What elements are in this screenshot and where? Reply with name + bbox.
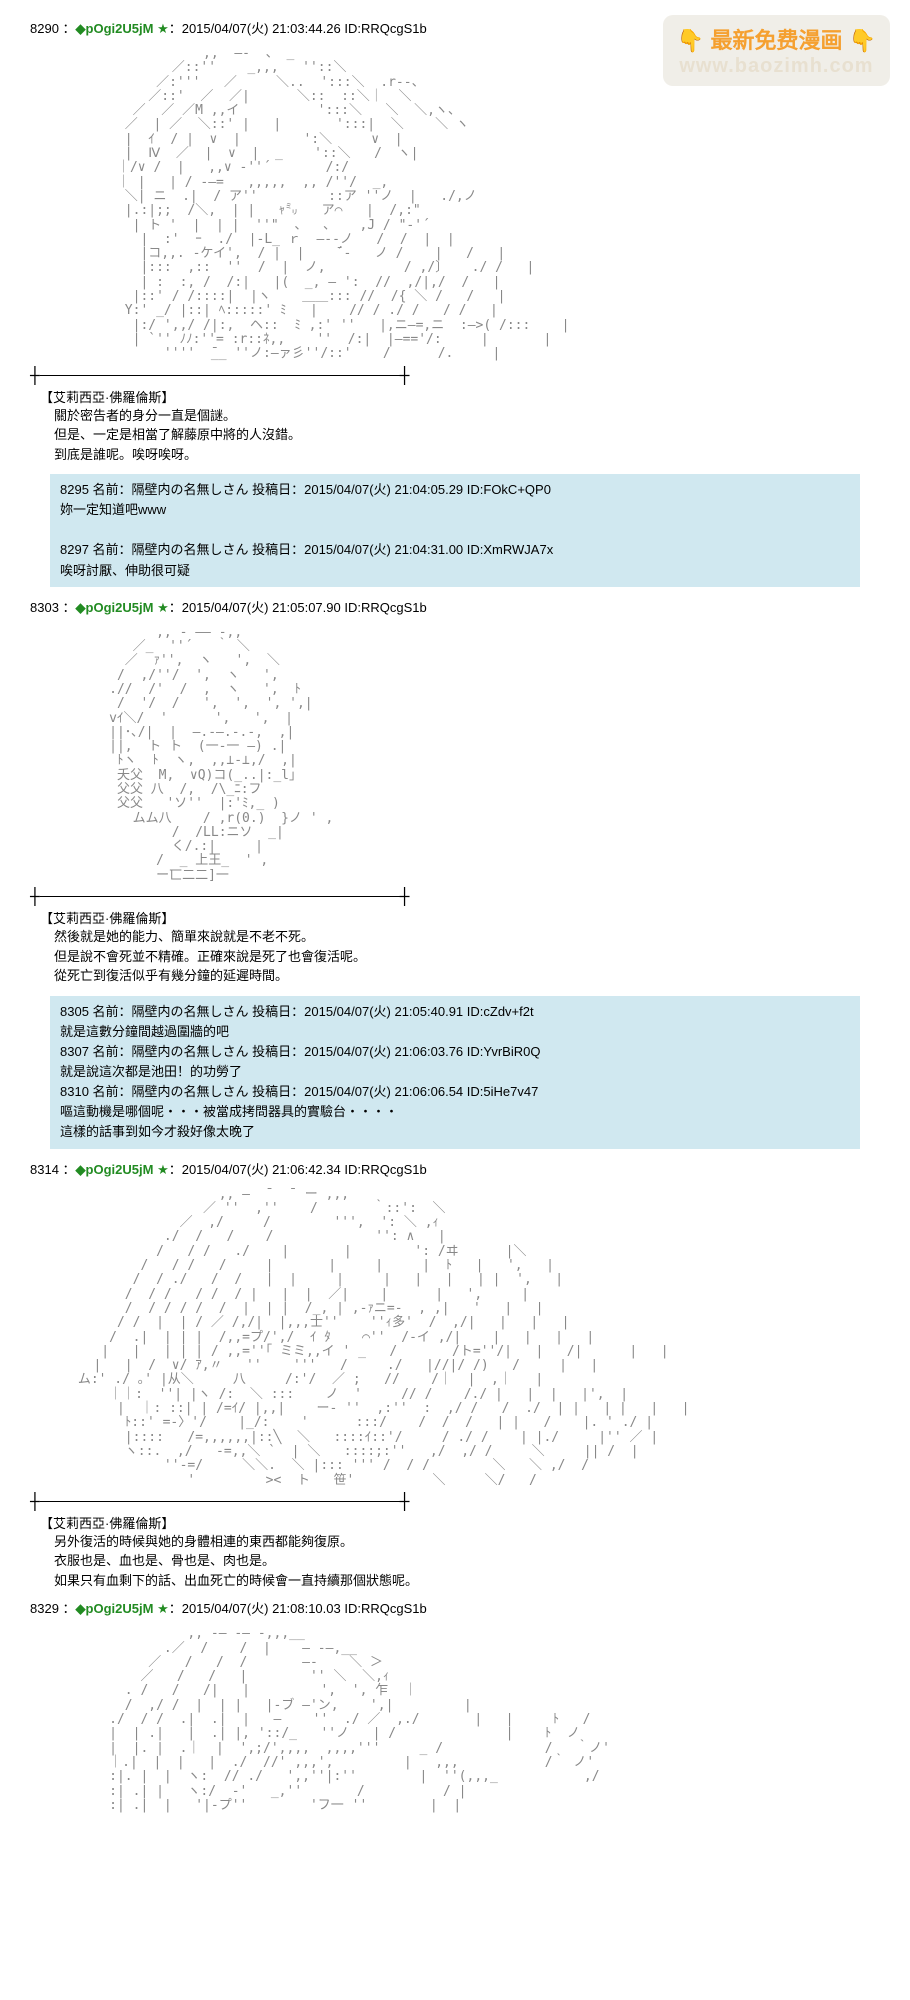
dialogue-line: 然後就是她的能力、簡單來說就是不老不死。: [54, 927, 880, 947]
watermark-text1: 最新免费漫画: [710, 28, 842, 53]
watermark-line1: 👇 最新免费漫画 👇: [677, 23, 876, 55]
post-number: 8329: [30, 1601, 59, 1616]
divider: ┼┼: [30, 887, 880, 906]
post-time: 21:05:07.90: [272, 600, 344, 615]
dialogue-line: 衣服也是、血也是、骨也是、肉也是。: [54, 1551, 880, 1571]
post-date: ：2015/04/07(火): [169, 21, 272, 36]
post-id: ID:RRQcgS1b: [344, 1601, 426, 1616]
separator: ：: [59, 1601, 76, 1616]
star-icon: ★: [157, 21, 169, 36]
post-time: 21:03:44.26: [272, 21, 344, 36]
post-header: 8329 ：◆pOgi2U5jM ★：2015/04/07(火) 21:08:1…: [30, 1598, 880, 1617]
dialogue-line: 但是說不會死並不精確。正確來說是死了也會復活呢。: [54, 947, 880, 967]
star-icon: ★: [157, 600, 169, 615]
reply-body: 嘔這動機是哪個呢・・・被當成拷問器具的實驗台・・・・這樣的話事到如今才殺好像太晚…: [60, 1102, 850, 1142]
post-id: ID:RRQcgS1b: [344, 21, 426, 36]
reply-header: 8310 名前：隔壁内の名無しさん 投稿日：2015/04/07(火) 21:0…: [60, 1082, 850, 1102]
trip-code: ◆pOgi2U5jM: [76, 1601, 158, 1616]
reply-header: 8295 名前：隔壁内の名無しさん 投稿日：2015/04/07(火) 21:0…: [60, 480, 850, 500]
trip-code: ◆pOgi2U5jM: [76, 1162, 158, 1177]
divider: ┼┼: [30, 366, 880, 385]
post-date: ：2015/04/07(火): [169, 600, 272, 615]
divider: ┼┼: [30, 1492, 880, 1511]
posts-container: 8290 ：◆pOgi2U5jM ★：2015/04/07(火) 21:03:4…: [30, 18, 880, 1813]
point-down-icon: 👇: [849, 28, 876, 53]
post-date: ：2015/04/07(火): [169, 1162, 272, 1177]
dialogue-line: 如果只有血剩下的話、出血死亡的時候會一直持續那個狀態呢。: [54, 1571, 880, 1591]
post-date: ：2015/04/07(火): [169, 1601, 272, 1616]
watermark-badge: 👇 最新免费漫画 👇 www.baozimh.com: [663, 15, 890, 86]
dialogue-line: 到底是誰呢。唉呀唉呀。: [54, 445, 880, 465]
trip-code: ◆pOgi2U5jM: [76, 21, 158, 36]
separator: ：: [59, 21, 76, 36]
ascii-art: ,, ― ̄ ̄ ー ,,, ／ '' ,'' / ｀::': ＼ ／ ,/ /…: [70, 1188, 880, 1488]
reply-body: 就是這數分鐘間越過圍牆的吧: [60, 1022, 850, 1042]
post-time: 21:06:42.34: [272, 1162, 344, 1177]
ascii-art: ,, - ―― -,, ／_ ''´ ｀ ＼ ／ ｧ'', ヽ ', ＼ / ,…: [70, 626, 880, 883]
reply-body: 就是說這次都是池田！的功勞了: [60, 1062, 850, 1082]
trip-code: ◆pOgi2U5jM: [76, 600, 158, 615]
reply-header: 8297 名前：隔壁内の名無しさん 投稿日：2015/04/07(火) 21:0…: [60, 540, 850, 560]
separator: ：: [59, 1162, 76, 1177]
post-number: 8290: [30, 21, 59, 36]
ascii-art: ,, ―- 、 _ ／::'' _,,, ''::＼ ／:''' ／ ＼.. '…: [70, 47, 880, 362]
post-id: ID:RRQcgS1b: [344, 600, 426, 615]
character-name: 【艾莉西亞·佛羅倫斯】: [40, 1513, 880, 1532]
reply-block: 8295 名前：隔壁内の名無しさん 投稿日：2015/04/07(火) 21:0…: [50, 474, 860, 587]
post-number: 8314: [30, 1162, 59, 1177]
post-header: 8303 ：◆pOgi2U5jM ★：2015/04/07(火) 21:05:0…: [30, 597, 880, 616]
watermark-url: www.baozimh.com: [677, 55, 876, 78]
dialogue-line: 關於密告者的身分一直是個謎。: [54, 406, 880, 426]
reply-header: 8305 名前：隔壁内の名無しさん 投稿日：2015/04/07(火) 21:0…: [60, 1002, 850, 1022]
star-icon: ★: [157, 1601, 169, 1616]
reply-body: 唉呀討厭、伸助很可疑: [60, 561, 850, 581]
post-time: 21:08:10.03: [272, 1601, 344, 1616]
character-name: 【艾莉西亞·佛羅倫斯】: [40, 908, 880, 927]
reply-block: 8305 名前：隔壁内の名無しさん 投稿日：2015/04/07(火) 21:0…: [50, 996, 860, 1149]
star-icon: ★: [157, 1162, 169, 1177]
post-number: 8303: [30, 600, 59, 615]
point-down-icon: 👇: [677, 28, 704, 53]
reply-body: 妳一定知道吧www: [60, 500, 850, 520]
separator: ：: [59, 600, 76, 615]
post-id: ID:RRQcgS1b: [344, 1162, 426, 1177]
ascii-art: ,, -― -― -,,,__ .／ / / | ― -―,__ ／ / / /…: [70, 1627, 880, 1813]
character-name: 【艾莉西亞·佛羅倫斯】: [40, 387, 880, 406]
dialogue-line: 另外復活的時候與她的身體相連的東西都能夠復原。: [54, 1532, 880, 1552]
dialogue-line: 但是、一定是相當了解藤原中將的人沒錯。: [54, 425, 880, 445]
dialogue-line: 從死亡到復活似乎有幾分鐘的延遲時間。: [54, 966, 880, 986]
post-header: 8314 ：◆pOgi2U5jM ★：2015/04/07(火) 21:06:4…: [30, 1159, 880, 1178]
reply-header: 8307 名前：隔壁内の名無しさん 投稿日：2015/04/07(火) 21:0…: [60, 1042, 850, 1062]
